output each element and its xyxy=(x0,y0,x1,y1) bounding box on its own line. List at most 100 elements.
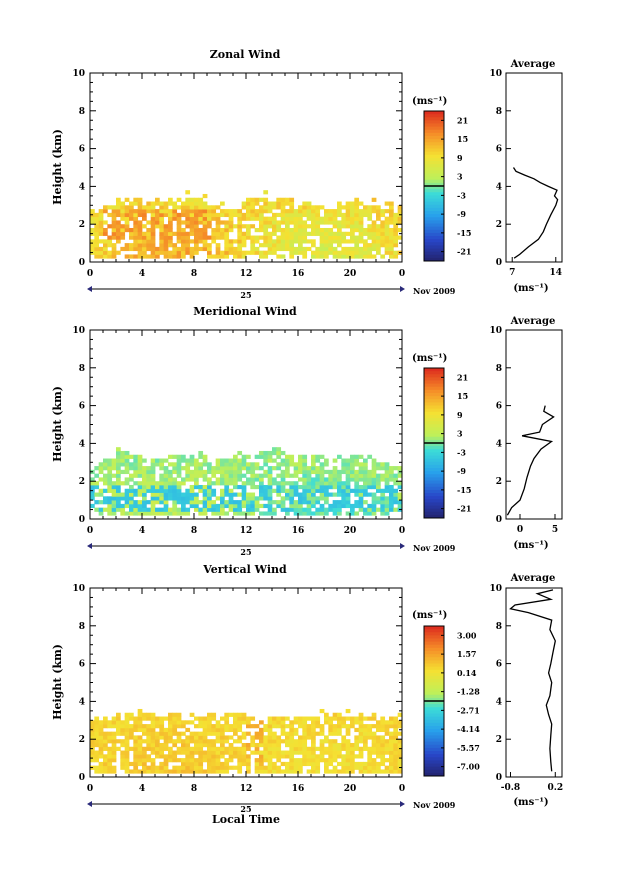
heatmap-cell xyxy=(202,716,208,721)
heatmap-cell xyxy=(94,473,100,478)
heatmap-cell xyxy=(306,481,312,486)
heatmap-cell xyxy=(319,488,325,493)
heatmap-cell xyxy=(371,469,377,475)
heatmap-cell xyxy=(133,254,139,259)
heatmap-cell xyxy=(246,250,251,255)
heatmap-cell xyxy=(181,205,186,210)
heatmap-cell xyxy=(246,231,251,236)
colorbar-band xyxy=(424,511,444,516)
heatmap-cell xyxy=(280,481,286,486)
heatmap-cell xyxy=(311,239,316,244)
heatmap-cell xyxy=(380,716,386,721)
heatmap-cell xyxy=(259,216,264,221)
heatmap-cell xyxy=(129,735,134,740)
heatmap-cell xyxy=(94,224,100,229)
heatmap-cell xyxy=(341,246,347,252)
heatmap-cell xyxy=(306,761,312,767)
heatmap-cell xyxy=(246,500,251,505)
heatmap-cell xyxy=(215,466,221,471)
heatmap-cell xyxy=(293,731,299,736)
heatmap-cell xyxy=(397,754,403,759)
heatmap-cell xyxy=(98,488,104,493)
heatmap-cell xyxy=(176,712,182,717)
heatmap-cell xyxy=(246,466,251,471)
heatmap-cell xyxy=(215,469,221,475)
heatmap-cell xyxy=(142,746,147,751)
heatmap-cell xyxy=(163,765,169,770)
heatmap-cell xyxy=(280,496,286,501)
heatmap-cell xyxy=(207,761,212,767)
heatmap-cell xyxy=(172,724,178,729)
heatmap-cell xyxy=(159,769,165,774)
heatmap-cell xyxy=(337,716,342,721)
heatmap-cell xyxy=(358,235,364,240)
heatmap-cell xyxy=(311,488,316,493)
heatmap-cell xyxy=(189,712,195,717)
heatmap-cell xyxy=(380,466,386,471)
heatmap-cell xyxy=(324,492,329,497)
heatmap-cell xyxy=(345,216,351,221)
x-tick-label: 0 xyxy=(399,784,405,794)
heatmap-cell xyxy=(189,462,195,467)
heatmap-cell xyxy=(267,511,273,516)
heatmap-cell xyxy=(185,224,191,229)
heatmap-cell xyxy=(350,750,355,755)
colorbar-band xyxy=(424,483,444,488)
heatmap-cell xyxy=(120,742,126,748)
heatmap-cell xyxy=(237,209,243,214)
heatmap-cell xyxy=(228,496,234,501)
heatmap-cell xyxy=(272,212,277,218)
heatmap-cell xyxy=(306,511,312,516)
heatmap-cell xyxy=(319,216,325,221)
heatmap-cell xyxy=(207,758,212,763)
heatmap-cell xyxy=(202,231,208,236)
heatmap-cell xyxy=(163,488,169,493)
heatmap-cell xyxy=(172,254,178,259)
heatmap-cell xyxy=(280,500,286,505)
heatmap-cell xyxy=(328,469,334,475)
colorbar-band xyxy=(424,729,444,733)
heatmap-cell xyxy=(393,724,399,729)
heatmap-cell xyxy=(371,235,377,240)
heatmap-cell xyxy=(293,746,299,751)
heatmap-cell xyxy=(276,742,282,748)
heatmap-cell xyxy=(181,220,186,225)
heatmap-cell xyxy=(176,481,182,486)
heatmap-cell xyxy=(159,511,165,516)
heatmap-cell xyxy=(337,235,342,240)
heatmap-cell xyxy=(276,243,282,248)
heatmap-cell xyxy=(263,201,269,206)
heatmap-cell xyxy=(107,754,113,759)
heatmap-cell xyxy=(198,769,204,774)
heatmap-cell xyxy=(350,507,355,512)
heatmap-cell xyxy=(220,765,225,770)
heatmap-cell xyxy=(137,503,143,509)
heatmap-cell xyxy=(150,246,156,252)
heatmap-cell xyxy=(350,235,355,240)
average-y-tick-label: 6 xyxy=(496,660,502,670)
heatmap-cell xyxy=(241,492,247,497)
y-tick-label: 0 xyxy=(79,773,85,783)
heatmap-cell xyxy=(319,754,325,759)
heatmap-cell xyxy=(176,716,182,721)
heatmap-cell xyxy=(241,243,247,248)
heatmap-cell xyxy=(194,201,199,206)
heatmap-cell xyxy=(220,220,225,225)
heatmap-cell xyxy=(224,484,230,490)
colorbar-band xyxy=(424,236,444,240)
heatmap-cell xyxy=(224,235,230,240)
heatmap-cell xyxy=(254,477,260,482)
heatmap-cell xyxy=(263,454,269,459)
heatmap-cell xyxy=(133,503,139,509)
heatmap-cell xyxy=(116,716,121,721)
heatmap-cell xyxy=(111,724,117,729)
heatmap-cell xyxy=(233,469,238,475)
heatmap-cell xyxy=(103,488,108,493)
heatmap-cell xyxy=(302,462,308,467)
heatmap-cell xyxy=(159,239,165,244)
heatmap-cell xyxy=(250,243,256,248)
heatmap-cell xyxy=(267,243,273,248)
heatmap-cell xyxy=(341,492,347,497)
heatmap-cell xyxy=(228,239,234,244)
heatmap-cell xyxy=(202,473,208,478)
